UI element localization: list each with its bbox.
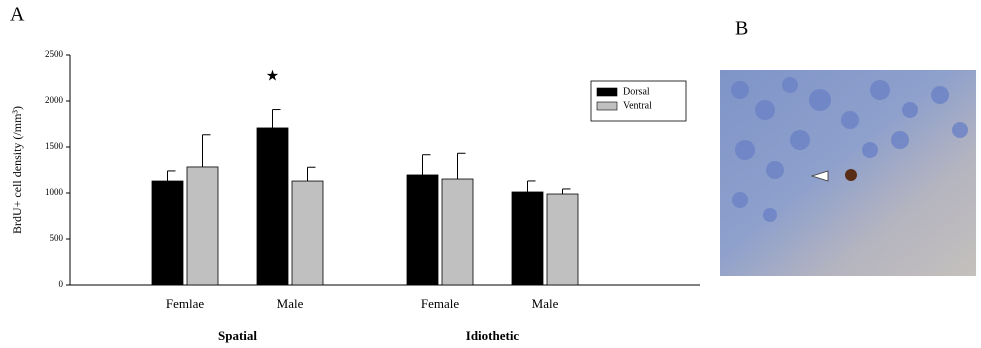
bar [187, 167, 218, 285]
x-tick-label: Female [421, 296, 459, 311]
y-tick-label: 1000 [45, 187, 64, 197]
legend-swatch [597, 102, 617, 110]
y-tick-label: 1500 [45, 141, 64, 151]
legend-label: Dorsal [623, 86, 650, 97]
bar [292, 181, 323, 285]
figure: A B BrdU+ cell density (/mm³) 0 500 1000 15… [0, 0, 981, 348]
legend-label: Ventral [623, 100, 652, 111]
bar [257, 128, 288, 285]
legend-swatch [597, 88, 617, 96]
y-tick-label: 2500 [45, 49, 64, 59]
x-tick-label: Femlae [166, 296, 204, 311]
group-label: Idiothetic [466, 328, 520, 343]
y-tick-label: 500 [50, 233, 64, 243]
micrograph [720, 70, 976, 276]
page: {"chart_data": {"type": "bar", "panel_la… [0, 0, 981, 348]
panel-label: B [735, 18, 748, 40]
group-label: Spatial [218, 328, 257, 343]
y-tick-label: 2000 [45, 95, 64, 105]
bar [442, 179, 473, 285]
bar [152, 181, 183, 285]
bar [547, 194, 578, 285]
panel-label: A [10, 4, 25, 26]
x-tick-label: Male [277, 296, 304, 311]
bar [512, 192, 543, 285]
bar [407, 175, 438, 285]
annotation: ★ [266, 68, 279, 84]
y-tick-label: 0 [59, 279, 64, 289]
x-tick-label: Male [532, 296, 559, 311]
y-axis-label: BrdU+ cell density (/mm³) [10, 106, 24, 234]
